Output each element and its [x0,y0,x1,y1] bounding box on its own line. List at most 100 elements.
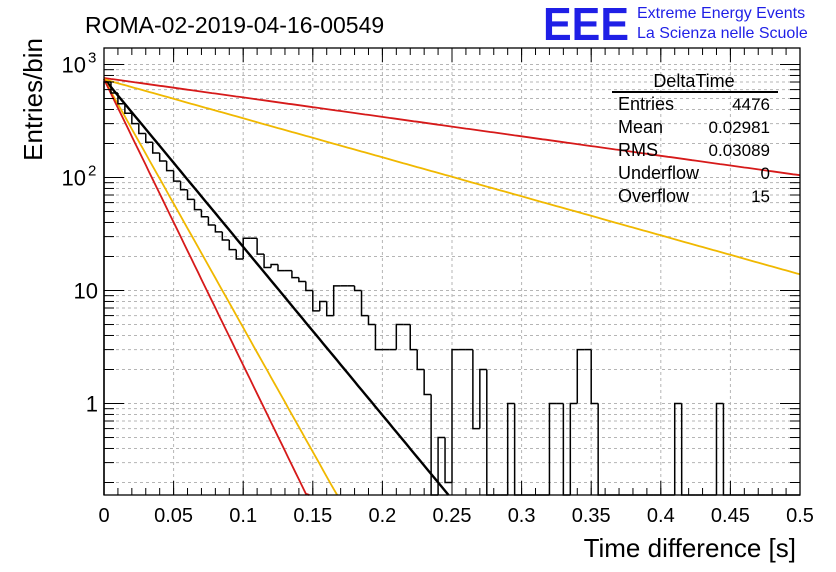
histogram-bin [214,224,223,233]
histogram-bin [353,285,362,292]
x-tick-label: 0.15 [293,505,332,527]
histogram-bin [319,300,327,311]
histogram-bin [305,281,313,292]
y-tick-exponent: 2 [88,163,96,180]
histogram-bin [416,349,425,371]
x-tick-label: 0.05 [154,505,193,527]
fit-curve-upper-long [103,77,801,177]
histogram-bin [158,152,167,162]
logo-line-1: Extreme Energy Events [637,5,805,22]
histogram-bin [235,249,244,260]
histogram-bin [332,285,341,316]
stats-value: 0 [761,164,770,183]
histogram-bin [179,181,188,191]
stats-label: Entries [618,94,674,114]
histogram-bin [374,324,383,351]
logo-mark: EEE [543,0,629,50]
histogram-bin [673,402,682,495]
histogram-bin [409,324,418,351]
x-tick-label: 0.2 [368,505,396,527]
axis-ticks [103,48,801,495]
histogram-bin [263,254,272,269]
histogram-bin [256,238,265,255]
x-tick-label: 0.25 [433,505,472,527]
histogram-bin [451,348,459,483]
y-tick-exponent: 3 [88,50,96,67]
histogram-bin [722,403,731,496]
histogram-bin [312,290,320,312]
fit-curve-lower-short [103,78,338,496]
histogram-bin [548,402,557,495]
histogram-bin [597,403,606,496]
histogram-bin [479,368,487,429]
histogram-bin [569,402,578,495]
fit-curve-upper-short [103,78,310,496]
histogram-bin [506,402,515,495]
histogram-bin [360,290,369,317]
histogram-bin [325,301,334,317]
x-tick-label: 0.5 [786,505,814,527]
histogram-bin [513,403,522,496]
histogram-bin [576,348,585,404]
histogram-bin [715,402,724,495]
stats-label: Overflow [618,186,690,206]
stats-label: Underflow [618,163,700,183]
histogram-bin [277,264,285,272]
fit-curve-lower-long [103,78,801,276]
histogram-bin [172,170,181,182]
histogram-bin [423,369,432,396]
histogram-bin [124,103,132,115]
histogram-bin [200,209,209,218]
histogram-bin [221,231,230,241]
y-axis-label: Entries/bin [18,38,48,161]
stats-value: 15 [751,187,770,206]
x-tick-label: 0 [98,505,109,527]
histogram-bin [367,315,376,326]
x-tick-label: 0.35 [572,505,611,527]
stats-value: 0.03089 [709,141,770,160]
histogram-bin [298,277,306,283]
histogram-bin [395,323,404,350]
histogram-bin [437,436,446,495]
chart-title: ROMA-02-2019-04-16-00549 [85,12,384,38]
x-tick-label: 0.3 [508,505,536,527]
histogram-bin [562,403,571,496]
y-tick-label: 10 [62,53,86,78]
histogram-bin [186,189,195,201]
histogram-bin [117,92,125,105]
histogram-bin [228,239,237,251]
histogram-bin [193,199,202,211]
y-tick-label: 10 [74,279,98,304]
histogram-bin [680,403,689,496]
fit-curve-fit [103,77,450,496]
histogram-bin [131,113,139,125]
y-tick-label: 10 [62,166,86,191]
x-axis-label: Time difference [s] [584,533,796,563]
histogram-bin [110,82,118,94]
x-tick-label: 0.45 [711,505,750,527]
histogram-bin [472,349,480,430]
stats-label: RMS [618,140,658,160]
stats-label: Mean [618,117,663,137]
logo-line-2: La Scienza nelle Scuole [637,25,808,42]
histogram-bin [151,142,160,154]
x-tick-label: 0.4 [647,505,675,527]
stats-value: 0.02981 [709,118,770,137]
histogram-bin [270,263,278,268]
fit-curves [103,77,801,496]
histogram-bin [444,437,452,484]
stats-box: DeltaTime Entries 4476 Mean 0.02981 RMS 0.030… [612,71,778,206]
histogram-bin [145,133,153,144]
histogram-bin [207,216,216,226]
x-tick-labels: 0 0.05 0.1 0.15 0.2 0.25 0.3 0.35 0.4 0.45 0.5 [98,505,813,527]
histogram-bin [138,123,146,135]
stats-value: 4476 [732,95,770,114]
stats-title: DeltaTime [653,71,734,91]
eee-logo: EEE Extreme Energy Events La Scienza nel… [543,0,808,50]
histogram-bin [291,270,299,279]
histogram-bin [165,161,174,172]
x-tick-label: 0.1 [229,505,257,527]
histogram-bin [242,237,251,260]
